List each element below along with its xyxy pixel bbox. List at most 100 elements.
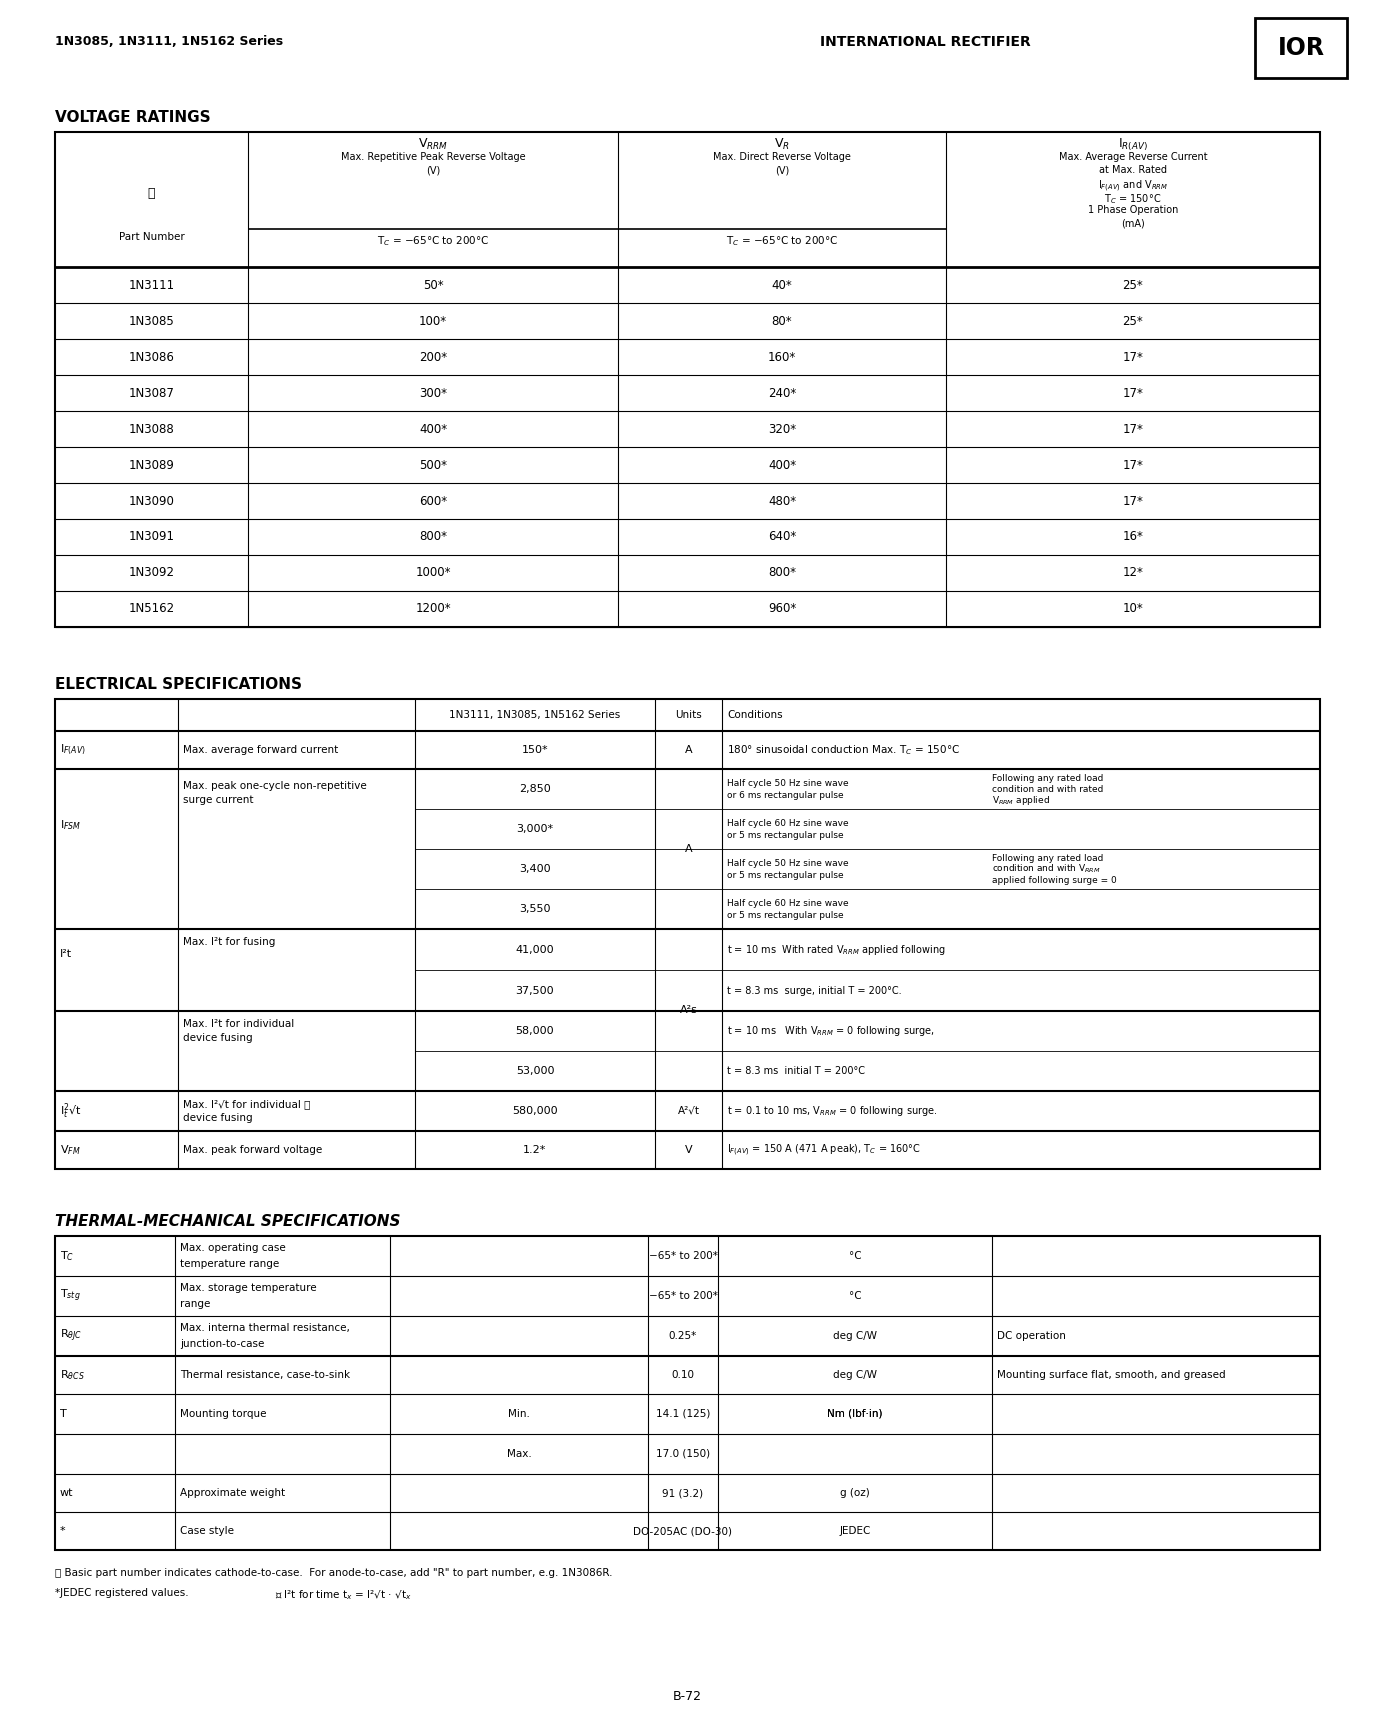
Text: Max. Repetitive Peak Reverse Voltage: Max. Repetitive Peak Reverse Voltage (341, 152, 525, 163)
Text: 58,000: 58,000 (516, 1025, 554, 1036)
Text: 1N3085, 1N3111, 1N5162 Series: 1N3085, 1N3111, 1N5162 Series (55, 34, 283, 48)
Text: 400*: 400* (419, 423, 447, 435)
Text: 1N3089: 1N3089 (128, 459, 175, 471)
Bar (1255, 19, 1348, 79)
Text: 17*: 17* (1122, 495, 1144, 507)
Text: A: A (685, 745, 692, 755)
Text: 1N3091: 1N3091 (128, 531, 175, 543)
Text: 12*: 12* (1122, 567, 1144, 579)
Text: 14.1 (125): 14.1 (125) (656, 1409, 710, 1419)
Text: 500*: 500* (419, 459, 447, 471)
Text: 91 (3.2): 91 (3.2) (663, 1488, 704, 1498)
Text: I$_{F(AV)}$ = 150 A (471 A peak), T$_C$ = 160°C: I$_{F(AV)}$ = 150 A (471 A peak), T$_C$ … (727, 1142, 921, 1157)
Text: 160*: 160* (767, 351, 796, 363)
Text: Min.: Min. (507, 1409, 529, 1419)
Text: Approximate weight: Approximate weight (180, 1488, 285, 1498)
Text: V$_R$: V$_R$ (774, 137, 791, 152)
Text: 200*: 200* (419, 351, 447, 363)
Text: B-72: B-72 (672, 1690, 703, 1703)
Text: 80*: 80* (771, 315, 792, 327)
Text: 3,000*: 3,000* (517, 823, 554, 834)
Text: surge current: surge current (183, 794, 253, 805)
Text: junction-to-case: junction-to-case (180, 1339, 264, 1349)
Text: t = 8.3 ms  surge, initial T = 200°C.: t = 8.3 ms surge, initial T = 200°C. (727, 986, 902, 995)
Text: 150*: 150* (521, 745, 549, 755)
Text: 240*: 240* (767, 387, 796, 399)
Text: 17*: 17* (1122, 351, 1144, 363)
Text: V: V (685, 1145, 692, 1156)
Text: 50*: 50* (422, 279, 443, 291)
Text: 1200*: 1200* (415, 603, 451, 616)
Text: deg C/W: deg C/W (833, 1330, 877, 1340)
Text: 1N3092: 1N3092 (128, 567, 175, 579)
Text: Following any rated load: Following any rated load (991, 774, 1103, 782)
Text: 800*: 800* (419, 531, 447, 543)
Text: T$_C$ = −65°C to 200°C: T$_C$ = −65°C to 200°C (377, 235, 490, 248)
Text: Conditions: Conditions (727, 710, 782, 721)
Text: (V): (V) (775, 164, 789, 175)
Text: T: T (60, 1409, 67, 1419)
Text: Part Number: Part Number (118, 233, 184, 241)
Text: 16*: 16* (1122, 531, 1144, 543)
Text: −65* to 200*: −65* to 200* (649, 1291, 718, 1301)
Text: 1N3088: 1N3088 (129, 423, 175, 435)
Text: V$_{RRM}$ applied: V$_{RRM}$ applied (991, 793, 1050, 806)
Text: Following any rated load: Following any rated load (991, 854, 1103, 863)
Text: Half cycle 60 Hz sine wave: Half cycle 60 Hz sine wave (727, 899, 848, 907)
Text: or 5 ms rectangular pulse: or 5 ms rectangular pulse (727, 830, 844, 839)
Text: 3,550: 3,550 (520, 904, 551, 914)
Text: Case style: Case style (180, 1525, 234, 1536)
Text: Max. I²t for fusing: Max. I²t for fusing (183, 936, 275, 947)
Text: 1N3087: 1N3087 (128, 387, 175, 399)
Text: Half cycle 60 Hz sine wave: Half cycle 60 Hz sine wave (727, 818, 848, 827)
Text: 40*: 40* (771, 279, 792, 291)
Text: t = 10 ms   With V$_{RRM}$ = 0 following surge,: t = 10 ms With V$_{RRM}$ = 0 following s… (727, 1024, 935, 1037)
Text: Max. operating case: Max. operating case (180, 1243, 286, 1253)
Text: I$_{F(AV)}$: I$_{F(AV)}$ (60, 743, 85, 757)
Text: 41,000: 41,000 (516, 945, 554, 955)
Text: Units: Units (675, 710, 701, 721)
Text: °C: °C (848, 1251, 861, 1262)
Text: 1N3086: 1N3086 (128, 351, 175, 363)
Text: device fusing: device fusing (183, 1032, 253, 1043)
Text: 1 Phase Operation: 1 Phase Operation (1088, 205, 1178, 216)
Text: Max. Direct Reverse Voltage: Max. Direct Reverse Voltage (714, 152, 851, 163)
Text: or 6 ms rectangular pulse: or 6 ms rectangular pulse (727, 791, 844, 800)
Text: deg C/W: deg C/W (833, 1370, 877, 1380)
Text: ELECTRICAL SPECIFICATIONS: ELECTRICAL SPECIFICATIONS (55, 676, 302, 692)
Text: Max. storage temperature: Max. storage temperature (180, 1282, 316, 1293)
Text: 0.25*: 0.25* (668, 1330, 697, 1340)
Text: Max. I²t for individual: Max. I²t for individual (183, 1019, 294, 1029)
Text: Max.: Max. (506, 1448, 531, 1459)
Text: device fusing: device fusing (183, 1113, 253, 1123)
Text: R$_{\theta CS}$: R$_{\theta CS}$ (60, 1368, 85, 1382)
Text: condition and with V$_{RRM}$: condition and with V$_{RRM}$ (991, 863, 1100, 875)
Text: I$_{F(AV)}$ and V$_{RRM}$: I$_{F(AV)}$ and V$_{RRM}$ (1097, 180, 1169, 195)
Text: 25*: 25* (1122, 279, 1144, 291)
Text: 1000*: 1000* (415, 567, 451, 579)
Text: Thermal resistance, case-to-sink: Thermal resistance, case-to-sink (180, 1370, 351, 1380)
Text: 300*: 300* (419, 387, 447, 399)
Text: 0.10: 0.10 (671, 1370, 694, 1380)
Text: 37,500: 37,500 (516, 986, 554, 995)
Text: T$_{stg}$: T$_{stg}$ (60, 1287, 81, 1305)
Text: 53,000: 53,000 (516, 1067, 554, 1077)
Text: 1N3111: 1N3111 (128, 279, 175, 291)
Text: R$_{\theta JC}$: R$_{\theta JC}$ (60, 1329, 82, 1344)
Text: THERMAL-MECHANICAL SPECIFICATIONS: THERMAL-MECHANICAL SPECIFICATIONS (55, 1214, 400, 1229)
Bar (55, 698, 1320, 1169)
Text: DO-205AC (DO-30): DO-205AC (DO-30) (634, 1525, 733, 1536)
Text: 1.2*: 1.2* (524, 1145, 547, 1156)
Text: Ⓛ Basic part number indicates cathode-to-case.  For anode-to-case, add "R" to pa: Ⓛ Basic part number indicates cathode-to… (55, 1568, 612, 1578)
Text: Mounting surface flat, smooth, and greased: Mounting surface flat, smooth, and greas… (997, 1370, 1225, 1380)
Text: Max. interna thermal resistance,: Max. interna thermal resistance, (180, 1323, 349, 1334)
Text: (V): (V) (426, 164, 440, 175)
Text: 25*: 25* (1122, 315, 1144, 327)
Bar (55, 132, 1320, 627)
Text: or 5 ms rectangular pulse: or 5 ms rectangular pulse (727, 870, 844, 880)
Text: Nm (lbf·in): Nm (lbf·in) (828, 1409, 883, 1419)
Text: range: range (180, 1299, 210, 1310)
Text: or 5 ms rectangular pulse: or 5 ms rectangular pulse (727, 911, 844, 919)
Text: V$_{RRM}$: V$_{RRM}$ (418, 137, 448, 152)
Text: Max. peak one-cycle non-repetitive: Max. peak one-cycle non-repetitive (183, 781, 367, 791)
